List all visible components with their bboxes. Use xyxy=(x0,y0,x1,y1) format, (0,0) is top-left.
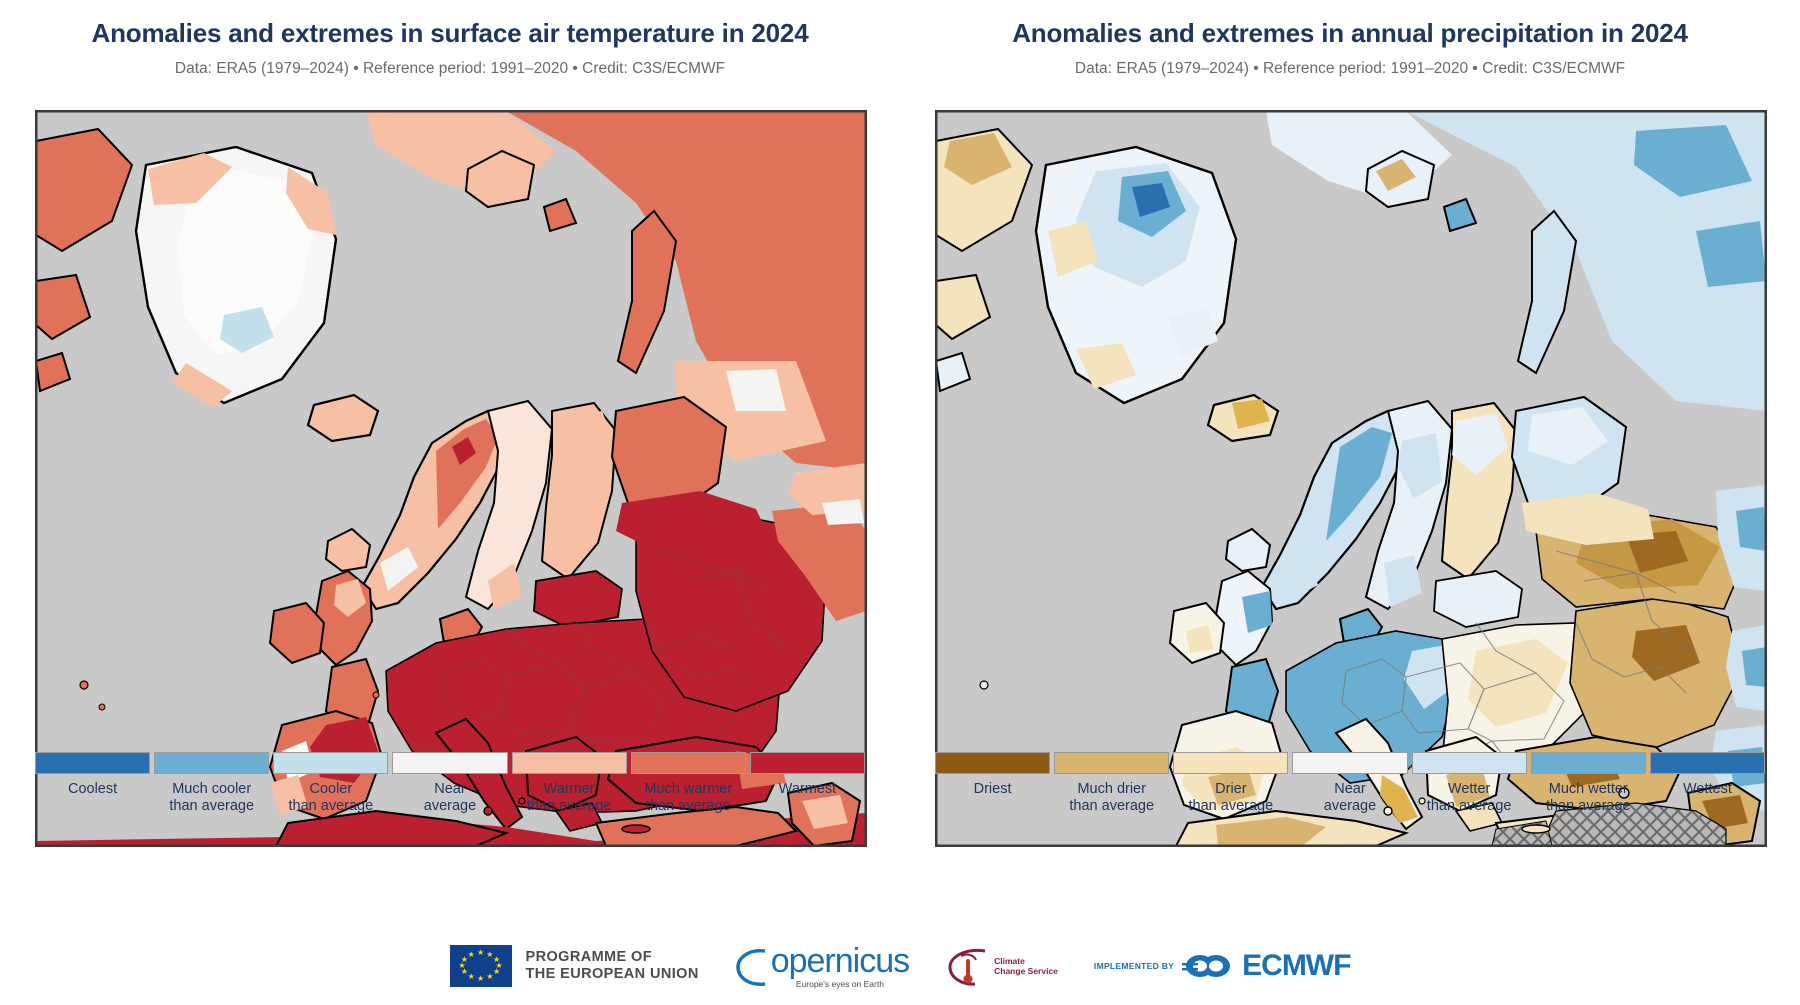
legend-label-near-average-precip: Near average xyxy=(1292,781,1407,814)
legend-label-drier-l2: than average xyxy=(1188,797,1274,814)
panel-temperature: Anomalies and extremes in surface air te… xyxy=(0,0,900,847)
legend-label-drier-l1: Drier xyxy=(1215,781,1247,797)
c3s-line2: Change Service xyxy=(994,966,1058,976)
legend-temperature: Coolest Much cooler than average Cooler … xyxy=(0,752,900,814)
legend-label-wettest-l1: Wettest xyxy=(1682,781,1732,797)
legend-swatch-drier[interactable] xyxy=(1173,752,1289,774)
legend-swatch-driest[interactable] xyxy=(935,752,1051,774)
legend-swatch-much-wetter[interactable] xyxy=(1530,752,1646,774)
legend-label-near-average-l2: average xyxy=(423,797,477,814)
copernicus-c-icon xyxy=(736,948,765,986)
legend-label-wetter-l1: Wetter xyxy=(1447,781,1491,797)
legend-precipitation: Driest Much drier than average Drier tha… xyxy=(900,752,1800,814)
legend-label-much-cooler-l1: Much cooler xyxy=(172,781,252,797)
legend-label-cooler-l2: than average xyxy=(288,797,374,814)
legend-swatch-cooler[interactable] xyxy=(273,752,389,774)
legend-swatch-wettest[interactable] xyxy=(1649,752,1765,774)
map-precipitation-svg xyxy=(936,111,1766,846)
legend-label-coolest: Coolest xyxy=(35,781,150,814)
legend-label-wettest: Wettest xyxy=(1650,781,1765,814)
legend-label-warmer: Warmer than average xyxy=(512,781,627,814)
c3s-logo-text: Climate Change Service xyxy=(994,956,1058,976)
legend-label-much-cooler: Much cooler than average xyxy=(154,781,269,814)
legend-label-warmest: Warmest xyxy=(750,781,865,814)
legend-label-cooler: Cooler than average xyxy=(273,781,388,814)
legend-precipitation-swatches xyxy=(900,752,1800,774)
page-subtitle-temperature: Data: ERA5 (1979–2024) • Reference perio… xyxy=(174,60,726,77)
nodata-hatch-region xyxy=(1539,802,1727,846)
legend-swatch-warmer[interactable] xyxy=(511,752,627,774)
legend-label-near-average-l1: Near xyxy=(434,781,466,797)
legend-label-much-wetter: Much wetter than average xyxy=(1531,781,1646,814)
ecmwf-implemented-label: IMPLEMENTED BY xyxy=(1093,961,1175,971)
legend-label-wetter: Wetter than average xyxy=(1412,781,1527,814)
legend-label-warmest-l1: Warmest xyxy=(778,781,837,797)
legend-label-much-warmer-l1: Much warmer xyxy=(644,781,733,797)
eu-flag-icon: ★ ★ ★ ★ ★ ★ ★ ★ ★ ★ ★ ★ xyxy=(449,945,512,987)
legend-label-near-average: Near average xyxy=(392,781,507,814)
legend-swatch-much-warmer[interactable] xyxy=(630,752,746,774)
ecmwf-cloud-icon xyxy=(1182,955,1231,977)
legend-label-cooler-l1: Cooler xyxy=(309,781,353,797)
legend-label-much-drier-l1: Much drier xyxy=(1077,781,1146,797)
page-title-precipitation: Anomalies and extremes in annual precipi… xyxy=(1012,18,1688,48)
legend-swatch-wetter[interactable] xyxy=(1411,752,1527,774)
legend-label-warmer-l1: Warmer xyxy=(543,781,595,797)
copernicus-wordmark-text: opernicus xyxy=(770,941,910,980)
legend-label-much-drier: Much drier than average xyxy=(1054,781,1169,814)
legend-label-drier: Drier than average xyxy=(1173,781,1288,814)
legend-swatch-near-average[interactable] xyxy=(392,752,508,774)
legend-label-driest: Driest xyxy=(935,781,1050,814)
eu-logo-text: PROGRAMME OF THE EUROPEAN UNION xyxy=(526,949,699,983)
legend-label-much-wetter-l1: Much wetter xyxy=(1548,781,1628,797)
panels-container: Anomalies and extremes in surface air te… xyxy=(0,0,1800,847)
c3s-logo: Climate Change Service xyxy=(945,944,1058,988)
map-precipitation[interactable] xyxy=(935,110,1767,847)
panel-precipitation: Anomalies and extremes in annual precipi… xyxy=(900,0,1800,847)
legend-label-near-average-precip-l2: average xyxy=(1323,797,1377,814)
legend-temperature-labels: Coolest Much cooler than average Cooler … xyxy=(0,781,900,814)
legend-precipitation-labels: Driest Much drier than average Drier tha… xyxy=(900,781,1800,814)
legend-label-much-wetter-l2: than average xyxy=(1545,797,1631,814)
page-subtitle-precipitation: Data: ERA5 (1979–2024) • Reference perio… xyxy=(1074,60,1626,77)
map-temperature[interactable] xyxy=(35,110,867,847)
legend-temperature-swatches xyxy=(0,752,900,774)
legend-swatch-warmest[interactable] xyxy=(749,752,865,774)
legend-label-near-average-precip-l1: Near xyxy=(1334,781,1366,797)
ecmwf-wordmark: ECMWF xyxy=(1242,949,1351,982)
copernicus-wordmark: opernicus xyxy=(770,941,910,980)
legend-swatch-much-cooler[interactable] xyxy=(154,752,270,774)
copernicus-logo: opernicus Europe's eyes on Earth xyxy=(735,941,910,989)
legend-label-wetter-l2: than average xyxy=(1426,797,1512,814)
legend-label-much-cooler-l2: than average xyxy=(169,797,255,814)
map-temperature-svg xyxy=(36,111,866,846)
c3s-line1: Climate xyxy=(994,956,1025,966)
c3s-thermometer-icon xyxy=(948,948,986,986)
legend-swatch-much-drier[interactable] xyxy=(1054,752,1170,774)
legend-label-much-warmer-l2: than average xyxy=(645,797,731,814)
page-title-temperature: Anomalies and extremes in surface air te… xyxy=(91,18,809,48)
footer-logos: ★ ★ ★ ★ ★ ★ ★ ★ ★ ★ ★ ★ PROGRAMME OF THE EUROPEAN U… xyxy=(0,930,1800,1002)
legend-swatch-near-average-precip[interactable] xyxy=(1292,752,1408,774)
legend-label-much-warmer: Much warmer than average xyxy=(631,781,746,814)
copernicus-tagline: Europe's eyes on Earth xyxy=(795,978,884,989)
legend-label-much-drier-l2: than average xyxy=(1069,797,1155,814)
legend-label-driest-l1: Driest xyxy=(973,781,1012,797)
ecmwf-logo: IMPLEMENTED BY ECMWF xyxy=(1093,949,1352,982)
eu-logo-line1: PROGRAMME OF xyxy=(525,949,652,965)
legend-swatch-coolest[interactable] xyxy=(35,752,151,774)
legend-label-coolest-l1: Coolest xyxy=(67,781,118,797)
eu-logo: ★ ★ ★ ★ ★ ★ ★ ★ ★ ★ ★ ★ PROGRAMME OF THE EUROPEAN U… xyxy=(449,945,699,987)
eu-logo-line2: THE EUROPEAN UNION xyxy=(525,966,699,982)
legend-label-warmer-l2: than average xyxy=(526,797,612,814)
